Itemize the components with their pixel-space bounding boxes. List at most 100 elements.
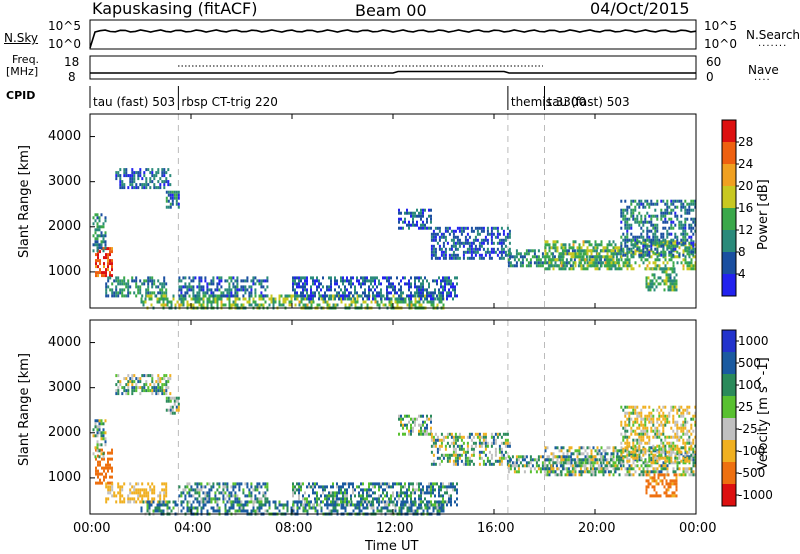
heatmap-cell (230, 294, 233, 298)
heatmap-cell (418, 214, 420, 218)
heatmap-cell (544, 467, 547, 471)
heatmap-cell (570, 255, 573, 259)
heatmap-cell (398, 509, 401, 513)
heatmap-cell (107, 491, 110, 495)
heatmap-cell (647, 285, 650, 289)
heatmap-cell (462, 253, 465, 257)
heatmap-cell (478, 456, 481, 460)
heatmap-cell (306, 288, 308, 292)
heatmap-cell (642, 253, 645, 257)
freq-panel-frame (89, 55, 697, 80)
heatmap-cell (414, 509, 417, 513)
heatmap-cell (682, 243, 685, 247)
heatmap-cell (194, 506, 197, 510)
heatmap-cell (378, 494, 380, 498)
heatmap-cell (167, 386, 170, 390)
heatmap-cell (410, 303, 413, 307)
heatmap-cell (474, 444, 477, 448)
heatmap-cell (180, 279, 183, 283)
heatmap-cell (688, 226, 691, 230)
heatmap-cell (169, 399, 172, 403)
heatmap-cell (318, 285, 320, 289)
heatmap-cell (350, 482, 352, 486)
heatmap-cell (123, 288, 126, 292)
heatmap-cell (101, 274, 103, 278)
heatmap-cell (537, 258, 540, 262)
heatmap-cell (678, 467, 681, 471)
heatmap-cell (242, 509, 245, 513)
heatmap-cell (246, 279, 249, 283)
heatmap-cell (316, 303, 319, 307)
heatmap-cell (494, 453, 497, 457)
heatmap-cell (252, 509, 255, 513)
heatmap-cell (137, 488, 140, 492)
heatmap-cell (302, 509, 305, 513)
heatmap-cell (617, 252, 620, 256)
heatmap-cell (188, 288, 191, 292)
heatmap-cell (390, 297, 392, 301)
heatmap-cell (190, 494, 193, 498)
heatmap-cell (105, 475, 107, 479)
heatmap-cell (602, 255, 605, 259)
heatmap-cell (248, 488, 251, 492)
heatmap-cell (434, 232, 437, 236)
heatmap-cell (628, 205, 631, 209)
heatmap-cell (102, 452, 105, 456)
heatmap-cell (684, 205, 687, 209)
heatmap-cell (400, 414, 402, 418)
heatmap-cell (420, 303, 423, 307)
heatmap-cell (394, 300, 397, 304)
heatmap-cell (506, 441, 509, 445)
heatmap-cell (167, 205, 170, 209)
heatmap-cell (656, 217, 659, 221)
heatmap-cell (348, 482, 350, 486)
heatmap-cell (212, 291, 215, 295)
heatmap-cell (684, 467, 687, 471)
heatmap-cell (196, 291, 199, 295)
heatmap-cell (404, 300, 407, 304)
heatmap-cell (119, 497, 122, 501)
heatmap-cell (298, 285, 300, 289)
heatmap-cell (610, 452, 613, 456)
heatmap-cell (603, 249, 606, 253)
heatmap-cell (246, 503, 249, 507)
heatmap-cell (436, 232, 439, 236)
heatmap-cell (432, 229, 435, 233)
heatmap-cell (119, 500, 122, 504)
heatmap-cell (232, 494, 235, 498)
heatmap-cell (541, 255, 544, 259)
heatmap-cell (404, 211, 406, 215)
heatmap-cell (242, 297, 245, 301)
heatmap-cell (688, 253, 691, 257)
heatmap-cell (486, 229, 489, 233)
heatmap-cell (517, 470, 520, 474)
heatmap-cell (262, 494, 265, 498)
heatmap-cell (494, 235, 497, 239)
heatmap-cell (628, 464, 631, 468)
heatmap-cell (366, 303, 369, 307)
heatmap-cell (109, 491, 112, 495)
heatmap-cell (165, 482, 168, 486)
heatmap-cell (230, 276, 233, 280)
heatmap-cell (488, 450, 491, 454)
heatmap-cell (180, 288, 183, 292)
heatmap-cell (256, 485, 259, 489)
heatmap-cell (592, 455, 595, 459)
heatmap-cell (396, 303, 399, 307)
heatmap-cell (212, 300, 215, 304)
heatmap-cell (682, 229, 685, 233)
heatmap-cell (234, 509, 237, 513)
heatmap-cell (548, 470, 551, 474)
heatmap-cell (137, 494, 140, 498)
heatmap-cell (432, 232, 435, 236)
heatmap-cell (406, 488, 408, 492)
heatmap-cell (378, 279, 380, 283)
heatmap-cell (658, 264, 661, 268)
heatmap-cell (640, 235, 643, 239)
heatmap-cell (127, 174, 130, 178)
heatmap-cell (156, 506, 159, 510)
heatmap-cell (192, 297, 195, 301)
heatmap-cell (322, 488, 324, 492)
heatmap-cell (692, 455, 695, 459)
heatmap-cell (666, 220, 669, 224)
